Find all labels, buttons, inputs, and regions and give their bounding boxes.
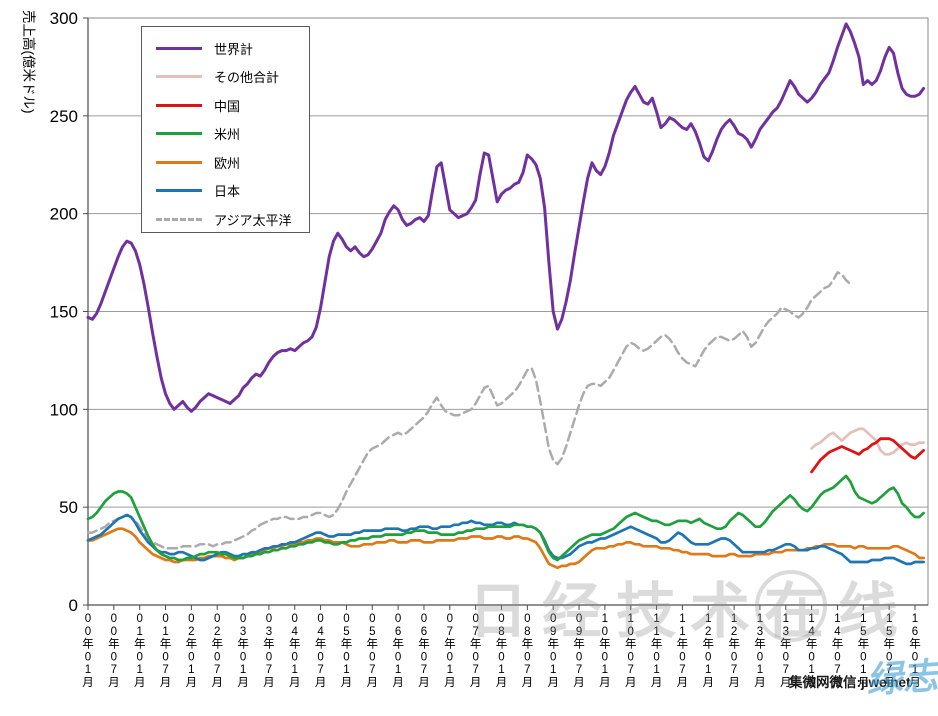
svg-text:150: 150 — [50, 303, 78, 322]
legend-item-americas: 米州 — [156, 120, 309, 149]
legend-item-world: 世界計 — [156, 34, 309, 63]
chart-legend: 世界計その他合計中国米州欧州日本アジア太平洋 — [141, 26, 310, 233]
x-axis-labels: 0 0 年 0 1 月 0 0 年 0 7 月 0 1 年 0 1 月 0 1 年 0 7 月 0 2 年 0 1 月 0 2 年 0 7 月 0 3 年 0… — [82, 613, 921, 689]
legend-swatch-japan — [156, 189, 202, 193]
legend-label-asia_pacific: アジア太平洋 — [214, 212, 292, 228]
legend-swatch-asia_pacific — [156, 217, 202, 221]
series-others_total — [810, 427, 925, 456]
y-axis-title: 売上高(億米ドル) — [21, 10, 37, 114]
legend-label-europe: 欧州 — [214, 155, 241, 171]
series-europe — [86, 527, 925, 570]
legend-label-japan: 日本 — [214, 184, 241, 200]
watermark-signature: 绿志岛 — [864, 652, 938, 701]
legend-item-japan: 日本 — [156, 177, 309, 206]
legend-label-others_total: その他合計 — [214, 70, 280, 86]
axes — [83, 17, 928, 610]
legend-swatch-americas — [156, 132, 202, 136]
svg-text:300: 300 — [50, 9, 78, 28]
legend-label-world: 世界計 — [214, 41, 254, 57]
svg-text:0: 0 — [69, 596, 78, 615]
svg-text:100: 100 — [50, 400, 78, 419]
svg-text:250: 250 — [50, 107, 78, 126]
legend-item-others_total: その他合計 — [156, 63, 309, 92]
watermark-jiweinet-wechat: 集微网微信:jiweinet — [789, 675, 911, 690]
y-axis-tick-labels: 0 50 100 150 200 250 300 — [50, 9, 78, 615]
legend-item-china: 中国 — [156, 91, 309, 120]
legend-label-china: 中国 — [214, 98, 241, 114]
legend-swatch-world — [156, 46, 202, 50]
series-asia_pacific — [86, 271, 852, 550]
legend-item-asia_pacific: アジア太平洋 — [156, 205, 309, 234]
legend-label-americas: 米州 — [214, 127, 241, 143]
legend-swatch-china — [156, 103, 202, 107]
legend-item-europe: 欧州 — [156, 148, 309, 177]
svg-text:200: 200 — [50, 205, 78, 224]
svg-text:売上高(億米ドル): 売上高(億米ドル) — [21, 10, 37, 114]
legend-swatch-europe — [156, 160, 202, 164]
series-china — [810, 437, 925, 474]
series-americas — [86, 474, 925, 562]
legend-swatch-others_total — [156, 75, 202, 79]
series-japan — [86, 513, 925, 566]
svg-text:50: 50 — [59, 498, 78, 517]
series-world — [86, 22, 926, 413]
